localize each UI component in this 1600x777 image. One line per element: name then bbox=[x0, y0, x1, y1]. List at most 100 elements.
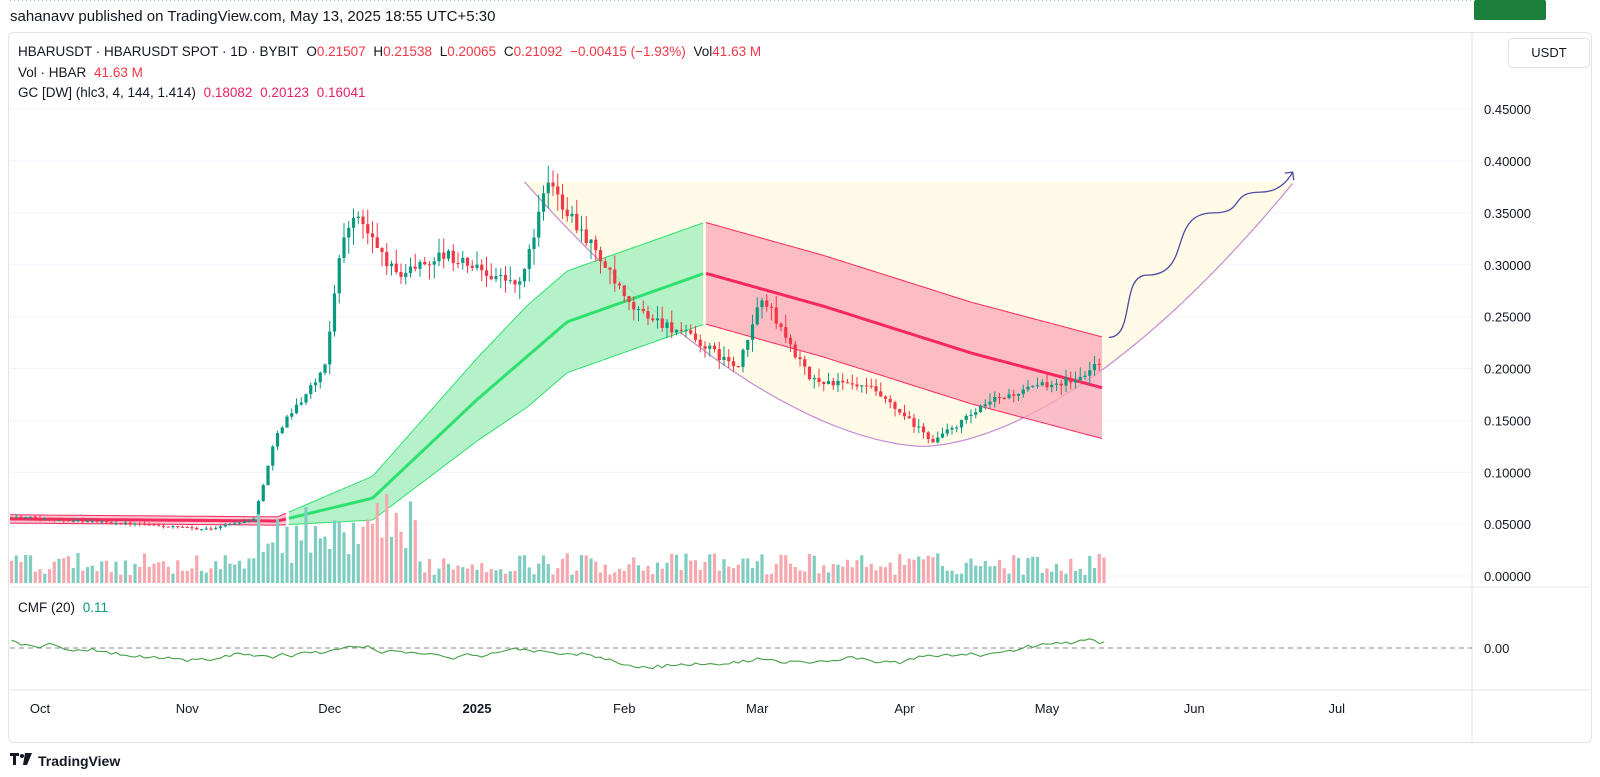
volume-bar bbox=[446, 563, 451, 583]
volume-legend[interactable]: Vol · HBAR 41.63 M bbox=[18, 65, 147, 80]
volume-bar bbox=[670, 553, 674, 583]
candle-body bbox=[1026, 386, 1030, 390]
candle-body bbox=[674, 329, 679, 333]
time-axis-tick: 2025 bbox=[463, 701, 492, 716]
candle-body bbox=[309, 385, 313, 395]
candle-body bbox=[556, 186, 560, 195]
volume-bar bbox=[1026, 558, 1030, 583]
volume-bar bbox=[703, 561, 707, 583]
volume-bar bbox=[950, 570, 954, 583]
candle-body bbox=[323, 364, 327, 373]
volume-bar bbox=[24, 554, 28, 583]
volume-bar bbox=[185, 570, 189, 583]
candle-body bbox=[62, 519, 66, 521]
volume-bar bbox=[921, 559, 926, 583]
volume-bar bbox=[798, 570, 802, 583]
candle-body bbox=[850, 383, 854, 385]
gc-band-lower bbox=[705, 323, 1103, 439]
volume-bar bbox=[180, 570, 185, 583]
volume-bar bbox=[366, 519, 370, 583]
high-label: H bbox=[373, 44, 384, 59]
candle-body bbox=[964, 415, 968, 420]
candle-body bbox=[1078, 376, 1082, 381]
candle-body bbox=[385, 252, 389, 267]
volume-bar bbox=[456, 565, 460, 583]
candle-body bbox=[746, 340, 750, 350]
volume-bar bbox=[727, 566, 731, 583]
volume-bar bbox=[133, 563, 137, 583]
symbol-name[interactable]: HBARUSDT · HBARUSDT SPOT · 1D · BYBIT bbox=[18, 44, 299, 59]
volume-bar bbox=[769, 573, 774, 583]
volume-bar bbox=[608, 574, 612, 583]
volume-bar bbox=[271, 542, 275, 583]
volume-bar bbox=[855, 560, 859, 583]
candle-body bbox=[437, 252, 441, 262]
volume-bar bbox=[413, 520, 417, 583]
volume-bar bbox=[81, 570, 85, 583]
candle-body bbox=[261, 485, 265, 502]
vol-label: Vol bbox=[693, 44, 713, 59]
volume-bar bbox=[38, 569, 42, 583]
candle-body bbox=[912, 418, 916, 427]
candle-body bbox=[603, 261, 607, 268]
volume-bar bbox=[484, 572, 489, 583]
volume-bar bbox=[779, 554, 783, 583]
volume-bar bbox=[370, 524, 375, 583]
gc-legend[interactable]: GC [DW] (hlc3, 4, 144, 1.414) 0.18082 0.… bbox=[18, 85, 370, 100]
volume-bar bbox=[841, 566, 845, 583]
candle-body bbox=[290, 413, 294, 417]
currency-selector[interactable]: USDT bbox=[1508, 38, 1590, 68]
candle-body bbox=[423, 261, 427, 265]
candle-body bbox=[218, 526, 223, 528]
candle-body bbox=[945, 429, 949, 434]
volume-bar bbox=[712, 553, 717, 583]
volume-bar bbox=[318, 538, 322, 583]
candle-body bbox=[727, 356, 731, 362]
volume-bar bbox=[1064, 573, 1068, 583]
volume-bar bbox=[598, 572, 603, 583]
candle-body bbox=[579, 229, 584, 231]
candle-body bbox=[1040, 382, 1044, 386]
price-axis-tick: 0.45000 bbox=[1484, 102, 1531, 117]
volume-bar bbox=[765, 574, 769, 583]
gc-band-bullish bbox=[289, 223, 703, 525]
candle-body bbox=[394, 263, 398, 273]
candle-body bbox=[765, 300, 769, 307]
candle-body bbox=[332, 293, 337, 332]
candle-body bbox=[598, 250, 603, 262]
candle-body bbox=[76, 520, 80, 522]
volume-bar bbox=[836, 564, 840, 583]
candle-body bbox=[475, 264, 479, 268]
volume-bar bbox=[969, 558, 973, 583]
volume-bar bbox=[812, 555, 816, 583]
volume-bar bbox=[123, 560, 128, 583]
candle-body bbox=[1073, 380, 1078, 383]
volume-bar bbox=[955, 574, 959, 583]
volume-bar bbox=[237, 560, 242, 583]
volume-bar bbox=[161, 561, 166, 583]
candle-body bbox=[461, 257, 465, 263]
volume-bar bbox=[826, 572, 831, 583]
candle-body bbox=[693, 333, 698, 340]
volume-bar bbox=[651, 574, 655, 583]
candle-body bbox=[879, 391, 883, 397]
candle-body bbox=[641, 308, 645, 312]
candle-body bbox=[380, 247, 384, 253]
cmf-legend[interactable]: CMF (20) 0.11 bbox=[18, 600, 112, 615]
candle-body bbox=[888, 398, 892, 403]
volume-bar bbox=[76, 553, 80, 583]
volume-bar bbox=[565, 553, 569, 583]
candle-body bbox=[931, 438, 935, 443]
candle-body bbox=[104, 521, 109, 523]
candle-body bbox=[940, 433, 945, 438]
volume-bar bbox=[617, 569, 622, 583]
volume-bar bbox=[665, 562, 669, 583]
candle-body bbox=[275, 433, 280, 447]
volume-bar bbox=[480, 563, 484, 583]
candle-body bbox=[1050, 384, 1054, 388]
volume-bar bbox=[546, 564, 550, 583]
volume-bar bbox=[328, 548, 332, 583]
tradingview-footer[interactable]: TradingView bbox=[10, 752, 120, 769]
volume-bar bbox=[432, 574, 436, 583]
